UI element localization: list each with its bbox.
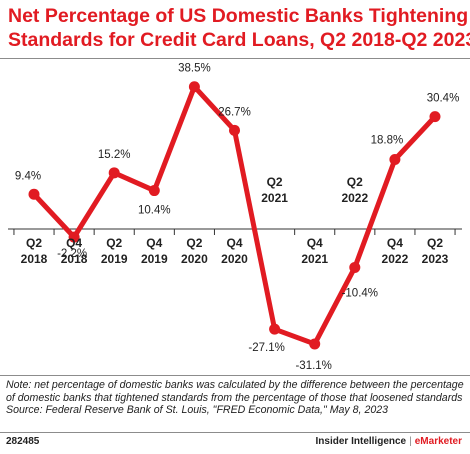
x-tick-label: Q4 xyxy=(226,236,242,250)
data-point xyxy=(309,338,321,350)
data-point xyxy=(349,261,361,273)
x-tick-label: Q2 xyxy=(427,236,443,250)
data-point xyxy=(108,167,120,179)
x-tick-label: 2022 xyxy=(341,191,368,205)
data-label: 15.2% xyxy=(98,149,131,161)
brand-insider-intelligence: Insider Intelligence xyxy=(315,436,407,447)
line-chart: 9.4% -2.2% 15.2% 10.4% 38.5% 26.7% -27.1% -31.1… xyxy=(8,63,462,372)
data-point xyxy=(68,231,80,243)
x-tick-label: Q4 xyxy=(387,236,403,250)
x-tick-label: 2019 xyxy=(141,252,168,266)
x-tick-label: Q2 xyxy=(347,175,363,189)
brand-emarketer: eMarketer xyxy=(414,436,462,447)
x-tick-label: 2021 xyxy=(261,191,288,205)
x-tick-label: 2020 xyxy=(181,252,208,266)
data-label: -27.1% xyxy=(248,342,284,354)
note-text: Note: net percentage of domestic banks w… xyxy=(6,379,464,404)
chart-id: 282485 xyxy=(6,436,40,447)
data-label: 18.8% xyxy=(371,135,404,147)
x-tick-label: Q2 xyxy=(106,236,122,250)
chart-title-line-2: Standards for Credit Card Loans, Q2 2018… xyxy=(8,29,470,51)
data-point xyxy=(188,81,200,93)
x-tick-label: 2020 xyxy=(221,252,248,266)
data-label: -31.1% xyxy=(295,360,331,372)
data-label: 10.4% xyxy=(138,205,171,217)
data-point xyxy=(389,154,401,166)
x-tick-label: 2023 xyxy=(422,252,449,266)
data-points xyxy=(28,81,441,350)
x-tick-label: Q2 xyxy=(186,236,202,250)
data-label: -10.4% xyxy=(342,287,378,299)
x-tick-label: 2019 xyxy=(101,252,128,266)
x-tick-label: Q4 xyxy=(146,236,162,250)
x-tick-label: Q4 xyxy=(66,236,82,250)
x-tick-label: Q4 xyxy=(307,236,323,250)
chart-title: Net Percentage of US Domestic Banks Tigh… xyxy=(8,4,470,52)
x-tick-label: Q2 xyxy=(267,175,283,189)
footer-divider xyxy=(0,432,470,433)
title-divider xyxy=(0,58,470,59)
data-label: 38.5% xyxy=(178,63,211,75)
x-axis-tick-labels: Q2 2018 Q4 2018 Q2 2019 Q4 2019 Q2 2020 Q4 2020 Q2 20… xyxy=(21,175,449,266)
data-point xyxy=(229,124,240,136)
chart-title-line-1: Net Percentage of US Domestic Banks Tigh… xyxy=(8,5,469,27)
data-point xyxy=(148,185,160,197)
x-tick-label: 2018 xyxy=(61,252,88,266)
x-tick-label: 2021 xyxy=(301,252,328,266)
brand: Insider Intelligence | eMarketer xyxy=(316,436,462,447)
data-point xyxy=(269,323,281,335)
notes-divider xyxy=(0,375,470,376)
notes: Note: net percentage of domestic banks w… xyxy=(6,379,464,417)
data-point xyxy=(28,188,40,200)
data-label: 30.4% xyxy=(427,93,460,105)
x-tick-label: 2022 xyxy=(382,252,409,266)
data-labels: 9.4% -2.2% 15.2% 10.4% 38.5% 26.7% -27.1% -31.1… xyxy=(15,63,459,372)
brand-separator: | xyxy=(409,436,412,447)
data-label: 26.7% xyxy=(218,106,251,118)
x-tick-label: 2018 xyxy=(21,252,48,266)
data-point xyxy=(429,111,441,123)
x-tick-label: Q2 xyxy=(26,236,42,250)
source-text: Source: Federal Reserve Bank of St. Loui… xyxy=(6,404,389,417)
data-label: 9.4% xyxy=(15,170,41,182)
data-label: -2.2% xyxy=(57,248,87,260)
